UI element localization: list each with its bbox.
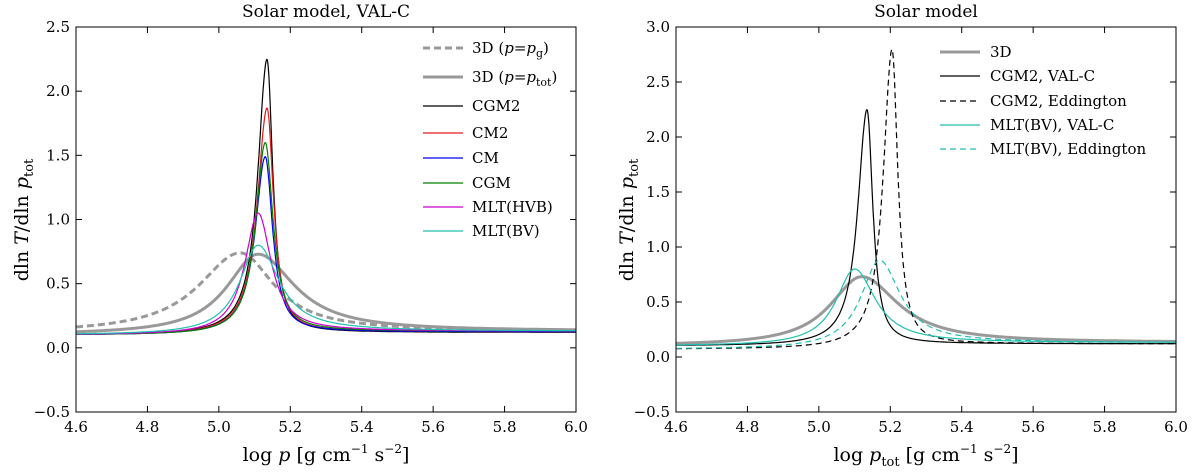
left-x-ticks: 4.6 4.8 5.0 5.2 5.4 5.6 5.8 6.0 [64,27,588,436]
x-tick-label: 5.2 [278,418,302,436]
left-legend-label-3d-ptot: 3D (p=ptot) [472,68,557,89]
y-tick-label: 3.0 [646,18,670,36]
left-legend: 3D (p=pg) 3D (p=ptot) CGM2 CM2 CM CGM ML… [423,39,557,240]
x-tick-label: 6.0 [564,418,588,436]
left-chart: Solar model, VAL-C −0.5 0.0 0.5 1.0 1.5 2.0 2.… [11,2,588,466]
x-tick-label: 4.6 [64,418,88,436]
y-tick-label: 0.5 [646,293,670,311]
x-tick-label: 4.6 [664,418,688,436]
series-line-mlt-bv-eddington [676,259,1176,349]
series-line-3d-p-p-g [76,251,576,332]
right-legend-label-3d: 3D [990,43,1012,61]
left-chart-title: Solar model, VAL-C [242,2,410,22]
y-tick-label: −0.5 [34,403,70,421]
left-series-group [76,58,576,335]
right-legend-label-cgm2-valc: CGM2, VAL-C [990,67,1095,85]
left-x-axis-label: log p [g cm−1 s−2] [243,442,410,466]
left-legend-label-cgm2: CGM2 [472,97,520,115]
y-tick-label: 0.0 [646,348,670,366]
right-x-ticks: 4.6 4.8 5.0 5.2 5.4 5.6 5.8 6.0 [664,27,1188,436]
y-tick-label: 2.5 [646,73,670,91]
right-y-ticks: −0.5 0.0 0.5 1.0 1.5 2.0 2.5 3.0 [634,18,1176,421]
left-legend-label-mlt-bv: MLT(BV) [472,222,540,240]
left-legend-label-3d-pg: 3D (p=pg) [472,39,549,60]
right-legend-label-mltbv-edd: MLT(BV), Eddington [990,140,1146,158]
series-line-cgm2-eddington [676,48,1176,350]
y-tick-label: −0.5 [634,403,670,421]
left-legend-label-cm: CM [472,149,499,167]
y-tick-label: 2.0 [646,128,670,146]
left-legend-label-cm2: CM2 [472,124,508,142]
y-tick-label: 0.5 [46,275,70,293]
y-tick-label: 0.0 [46,339,70,357]
x-tick-label: 5.2 [878,418,902,436]
right-series-group [676,48,1176,350]
left-plot-frame [75,26,577,413]
x-tick-label: 5.0 [807,418,831,436]
series-line-3d [676,275,1176,345]
x-tick-label: 5.0 [207,418,231,436]
series-line-mlt-bv [76,244,576,335]
x-tick-label: 5.6 [1021,418,1045,436]
y-tick-label: 2.5 [46,18,70,36]
x-tick-label: 5.8 [1093,418,1117,436]
right-chart-title: Solar model [874,2,978,22]
y-tick-label: 1.0 [46,211,70,229]
right-x-axis-label: log ptot [g cm−1 s−2] [833,442,1018,470]
right-legend-label-mltbv-valc: MLT(BV), VAL-C [990,116,1114,134]
x-tick-label: 5.4 [350,418,374,436]
y-tick-label: 1.0 [646,238,670,256]
series-line-3d-p-p-tot [76,252,576,334]
x-tick-label: 5.8 [493,418,517,436]
right-plot-frame [675,26,1177,413]
right-y-axis-label: dln T/dln ptot [616,158,642,281]
x-tick-label: 6.0 [1164,418,1188,436]
right-legend-label-cgm2-edd: CGM2, Eddington [990,92,1127,110]
x-tick-label: 5.4 [950,418,974,436]
right-chart: Solar model −0.5 0.0 0.5 1.0 1.5 2.0 2.5 3.0 4.… [616,2,1188,470]
right-legend: 3D CGM2, VAL-C CGM2, Eddington MLT(BV), … [940,43,1146,158]
left-legend-label-cgm: CGM [472,174,511,192]
left-y-axis-label: dln T/dln ptot [11,158,37,281]
x-tick-label: 4.8 [135,418,159,436]
left-legend-label-mlt-hvb: MLT(HVB) [472,198,553,216]
y-tick-label: 2.0 [46,82,70,100]
x-tick-label: 5.6 [421,418,445,436]
y-tick-label: 1.5 [46,146,70,164]
series-line-mlt-bv-val-c [676,268,1176,346]
x-tick-label: 4.8 [735,418,759,436]
y-tick-label: 1.5 [646,183,670,201]
